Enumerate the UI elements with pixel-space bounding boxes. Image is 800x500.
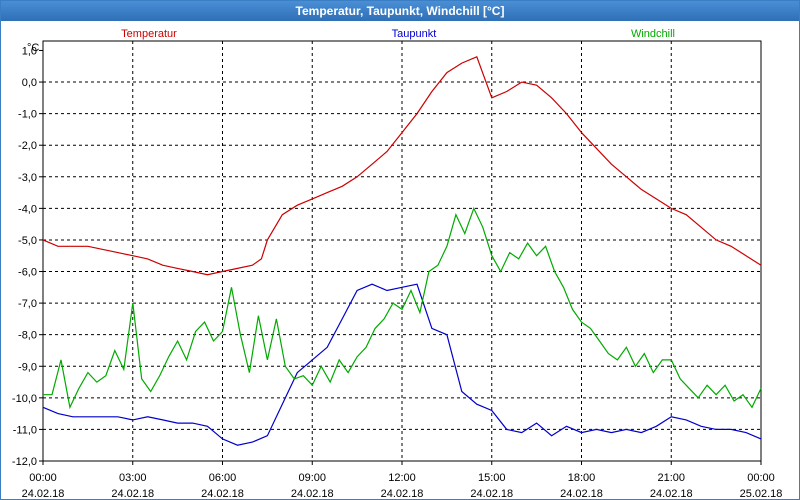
y-tick-label: -6,0 [18,267,37,279]
y-tick-label: -2,0 [18,140,37,152]
y-tick-label: -3,0 [18,172,37,184]
x-tick-date: 24.02.18 [560,488,603,499]
x-tick-date: 25.02.18 [740,488,783,499]
legend-taupunkt: Taupunkt [392,28,437,40]
legend: Temperatur Taupunkt Windchill [121,28,675,40]
x-tick-date: 24.02.18 [291,488,334,499]
grid [43,41,761,461]
y-tick-label: -9,0 [18,361,37,373]
y-tick-label: -7,0 [18,298,37,310]
x-tick-time: 21:00 [657,472,685,484]
y-tick-label: -1,0 [18,109,37,121]
x-tick-date: 24.02.18 [111,488,154,499]
y-axis-label: °C [27,42,39,54]
series-lines [42,56,762,446]
x-tick-time: 00:00 [747,472,775,484]
x-tick-date: 24.02.18 [470,488,513,499]
legend-temperatur: Temperatur [121,28,177,40]
x-tick-date: 24.02.18 [22,488,65,499]
x-tick-time: 15:00 [478,472,506,484]
y-tick-label: 0,0 [22,77,37,89]
plot-area [42,40,762,462]
x-tick-date: 24.02.18 [201,488,244,499]
y-tick-label: 1,0 [22,45,37,57]
x-tick-time: 09:00 [298,472,326,484]
y-axis-ticks: 1,0 0,0 -1,0 -2,0 -3,0 -4,0 -5,0 -6,0 -7,0 -8,0 -9… [12,45,43,468]
x-tick-time: 00:00 [29,472,57,484]
series-line-taupunkt [42,283,762,446]
x-tick-time: 18:00 [568,472,596,484]
x-tick-time: 03:00 [119,472,147,484]
y-tick-label: -11,0 [13,424,37,436]
y-tick-label: -5,0 [18,235,37,247]
x-tick-time: 12:00 [388,472,416,484]
y-tick-label: -8,0 [18,330,37,342]
x-axis-ticks: 00:00 24.02.18 03:00 24.02.18 06:00 24.02.18 0… [22,461,783,499]
x-tick-date: 24.02.18 [650,488,693,499]
x-tick-date: 24.02.18 [381,488,424,499]
series-line-windchill [43,206,762,410]
legend-windchill: Windchill [631,28,675,40]
window-title: Temperatur, Taupunkt, Windchill [°C] [1,1,799,21]
x-tick-time: 06:00 [209,472,237,484]
y-tick-label: -10,0 [12,393,37,405]
y-tick-label: -4,0 [18,203,37,215]
y-tick-label: -12,0 [12,456,37,468]
series-line-temperatur [42,56,762,276]
